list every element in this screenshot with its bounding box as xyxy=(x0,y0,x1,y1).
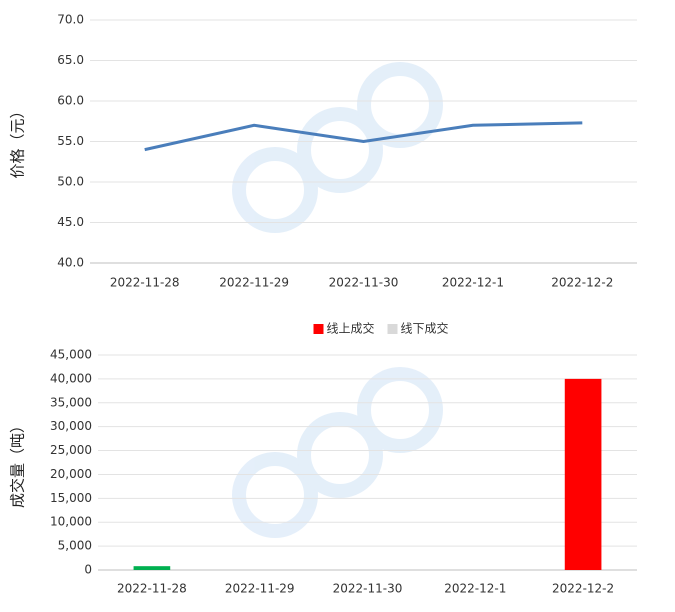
x-tick-label: 2022-11-29 xyxy=(225,582,295,596)
x-tick-label: 2022-11-29 xyxy=(219,276,289,290)
legend-swatch xyxy=(313,324,324,334)
x-tick-label: 2022-11-28 xyxy=(117,582,187,596)
watermark xyxy=(232,62,443,538)
y-tick-label: 50.0 xyxy=(57,175,84,189)
y-tick-label: 10,000 xyxy=(50,515,92,529)
y-tick-label: 30,000 xyxy=(50,419,92,433)
y-tick-label: 0 xyxy=(84,563,92,577)
bar xyxy=(564,378,602,570)
x-tick-label: 2022-12-1 xyxy=(444,582,506,596)
legend-label: 线上成交 xyxy=(327,321,375,336)
y-tick-label: 40,000 xyxy=(50,371,92,385)
y-axis-title: 成交量（吨） xyxy=(9,418,27,508)
x-tick-label: 2022-12-1 xyxy=(442,276,504,290)
y-tick-label: 25,000 xyxy=(50,443,92,457)
y-tick-label: 35,000 xyxy=(50,395,92,409)
y-tick-label: 65.0 xyxy=(57,53,84,67)
y-tick-label: 70.0 xyxy=(57,13,84,27)
y-tick-label: 45.0 xyxy=(57,215,84,229)
y-tick-label: 15,000 xyxy=(50,491,92,505)
y-axis-title: 价格（元） xyxy=(9,103,27,178)
y-tick-label: 60.0 xyxy=(57,94,84,108)
bar xyxy=(133,566,171,570)
x-tick-label: 2022-11-28 xyxy=(110,276,180,290)
x-tick-label: 2022-11-30 xyxy=(333,582,403,596)
x-tick-label: 2022-12-2 xyxy=(551,276,613,290)
y-tick-label: 20,000 xyxy=(50,467,92,481)
legend-swatch xyxy=(387,324,398,334)
y-tick-label: 40.0 xyxy=(57,256,84,270)
x-tick-label: 2022-11-30 xyxy=(329,276,399,290)
legend-label: 线下成交 xyxy=(401,321,449,336)
price-line xyxy=(144,121,583,152)
y-tick-label: 55.0 xyxy=(57,134,84,148)
x-tick-label: 2022-12-2 xyxy=(552,582,614,596)
y-tick-label: 5,000 xyxy=(58,539,92,553)
y-tick-label: 45,000 xyxy=(50,348,92,362)
